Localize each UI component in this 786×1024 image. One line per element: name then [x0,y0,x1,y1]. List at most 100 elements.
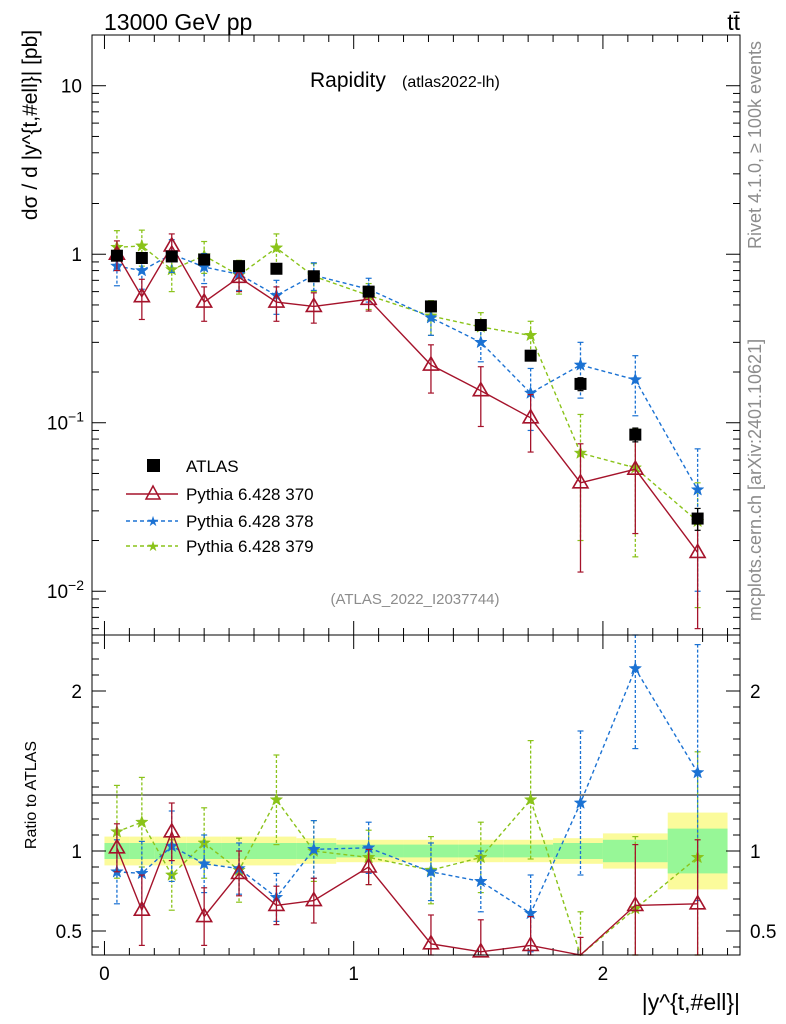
main-ticks: 10−2 10−1 1 10 [47,34,740,635]
main-point-370 [471,381,490,397]
main-atlas-point [574,377,587,390]
main-point-370 [521,408,540,424]
main-panel: 10−2 10−1 1 10 Rapidity (atlas2022-lh) (ATL… [19,30,741,636]
main-atlas-point [307,270,320,283]
main-series-line [116,245,699,522]
main-point-370 [626,459,645,476]
ratio-y-tick-label-right: 1 [750,842,761,863]
main-point-370 [359,289,378,306]
ratio-point-370 [422,934,440,950]
ratio-point-370 [688,894,707,910]
legend-atlas-marker [147,459,160,472]
chart-subtitle: (atlas2022-lh) [402,74,500,91]
ratio-point-370 [230,863,248,880]
x-tick-label: 0 [99,964,110,985]
ratio-point-379 [135,814,149,829]
legend-379-label: Pythia 6.428 379 [186,537,314,556]
main-atlas-point [165,250,178,263]
ratio-y-tick-label-left: 1 [71,842,82,863]
ratio-y-tick-label-left: 2 [71,682,82,703]
ratio-point-370 [108,838,126,854]
ratio-band-inner [256,843,297,859]
main-point-370 [688,542,707,559]
main-point-378 [424,310,438,324]
main-point-378 [473,335,488,349]
main-point-370 [267,292,286,308]
ratio-point-370 [162,822,181,838]
analysis-watermark: (ATLAS_2022_I2037744) [330,591,499,608]
main-point-370 [304,296,323,313]
x-tick-label: 2 [598,964,609,985]
ratio-panel: 0.5 0.5 1 1 2 2 0 1 2 Ratio to ATLAS |y^{t,#ell}… [23,634,776,1015]
main-marks [108,229,707,630]
main-atlas-point [474,319,487,332]
ratio-point-370 [267,895,286,912]
legend-379-marker: ★ [147,538,160,554]
ratio-point-378 [197,856,211,870]
main-point-378 [690,482,705,496]
ratio-series-line [116,667,699,915]
ratio-point-378 [573,795,588,809]
legend-378-marker: ★ [147,513,160,529]
x-tick-label: 1 [348,964,359,985]
ratio-series-line [116,829,698,956]
main-atlas-point [110,249,123,262]
main-y-axis-label: dσ / d |y^{t,#ell}| [pb] [19,30,42,220]
ratio-point-378 [306,842,321,856]
main-point-370 [195,292,214,308]
main-atlas-point [135,251,148,264]
chart-title: Rapidity [310,69,386,92]
ratio-frame [91,634,741,956]
ratio-point-379 [523,792,538,806]
main-point-370 [230,267,248,284]
main-y-tick-label: 10 [61,77,82,98]
ratio-point-370 [471,942,490,958]
ratio-point-378 [628,661,643,675]
main-point-378 [135,263,149,277]
process-label: tt̄ [727,9,740,35]
main-atlas-point [270,262,283,275]
main-atlas-point [629,428,642,441]
main-point-378 [573,357,588,371]
main-point-379 [523,328,538,342]
main-atlas-point [691,512,704,525]
legend-378-label: Pythia 6.428 378 [186,512,314,531]
rivet-label: Rivet 4.1.0, ≥ 100k events [745,41,765,249]
mcplots-label: mcplots.cern.ch [arXiv:2401.10621] [745,339,765,621]
main-atlas-point [524,349,537,362]
ratio-point-370 [359,857,378,873]
energy-label: 13000 GeV pp [104,9,252,35]
main-y-tick-label: 1 [71,245,82,266]
ratio-point-370 [132,900,151,917]
main-point-379 [135,238,149,252]
main-y-tick-label: 10−1 [47,409,84,435]
ratio-y-tick-label-right: 2 [750,682,761,703]
main-point-378 [628,372,643,386]
x-axis-label: |y^{t,#ell}| [642,989,740,1015]
ratio-y-tick-label-left: 0.5 [56,922,82,943]
ratio-point-370 [195,906,214,923]
ratio-point-370 [521,935,540,952]
main-atlas-point [424,300,437,313]
legend-atlas-label: ATLAS [186,457,239,476]
ratio-band-inner [553,843,603,859]
ratio-band-inner [129,843,155,859]
ratio-ticks: 0.5 0.5 1 1 2 2 0 1 2 [56,635,776,985]
ratio-point-378 [473,874,488,888]
ratio-point-378 [690,765,705,779]
ratio-series-line [116,798,699,957]
main-atlas-point [198,253,211,266]
main-point-379 [269,240,284,254]
ratio-band-inner [503,844,554,858]
ratio-marks [108,634,707,958]
ratio-point-379 [269,792,284,806]
legend-370-label: Pythia 6.428 370 [186,485,314,504]
main-atlas-point [362,285,375,298]
main-point-370 [132,287,151,303]
legend-370-marker [144,484,162,500]
legend: ATLAS Pythia 6.428 370 ★ Pythia 6.428 37… [126,457,314,556]
ratio-point-370 [626,895,645,912]
main-y-tick-label: 10−2 [47,577,84,603]
ratio-point-370 [304,890,323,907]
